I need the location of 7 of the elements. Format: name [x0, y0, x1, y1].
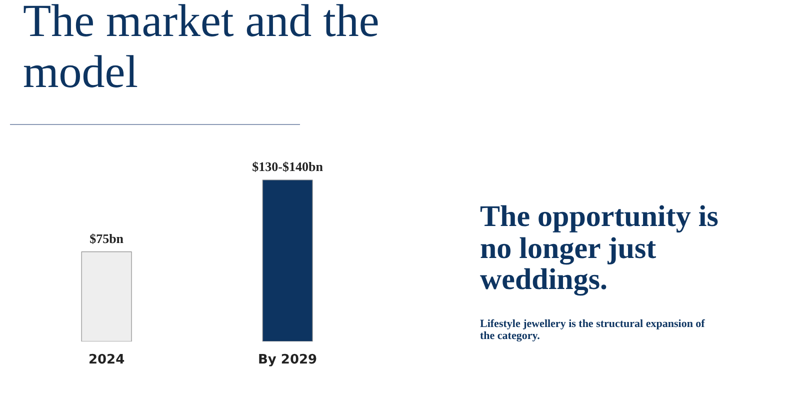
data-label: $130-$140bn: [252, 158, 324, 174]
data-label: $75bn: [90, 230, 124, 246]
x-tick-label: 2024: [88, 352, 125, 368]
chart-title: The market and the model: [23, 0, 380, 98]
text: Lifestyle jewellery is the structural expansion of the category.: [480, 318, 706, 342]
x-tick-label: By 2029: [258, 352, 318, 368]
text: The opportunity is no longer just weddings.: [480, 200, 720, 296]
